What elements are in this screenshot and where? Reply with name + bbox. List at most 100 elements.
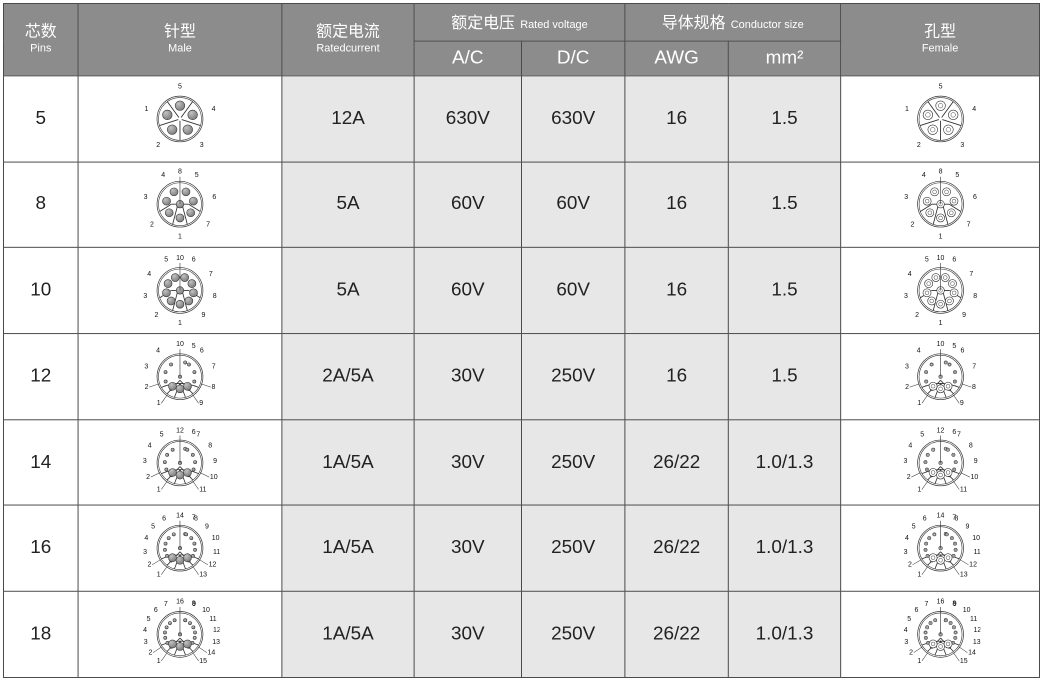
svg-text:4: 4 — [144, 536, 148, 543]
svg-text:3: 3 — [904, 639, 908, 646]
svg-text:5: 5 — [907, 616, 911, 623]
svg-text:14: 14 — [968, 650, 976, 657]
svg-text:2: 2 — [909, 650, 913, 657]
svg-text:7: 7 — [206, 222, 210, 229]
svg-text:1: 1 — [178, 320, 182, 327]
svg-text:1: 1 — [178, 234, 182, 241]
svg-text:14: 14 — [936, 513, 944, 520]
svg-text:5: 5 — [920, 431, 924, 438]
svg-text:4: 4 — [903, 627, 907, 634]
svg-text:1: 1 — [144, 105, 148, 112]
svg-text:5: 5 — [938, 83, 942, 90]
svg-text:6: 6 — [952, 257, 956, 264]
svg-text:3: 3 — [903, 458, 907, 465]
svg-text:8: 8 — [213, 293, 217, 300]
svg-text:7: 7 — [972, 364, 976, 371]
svg-text:10: 10 — [210, 474, 218, 481]
svg-text:3: 3 — [143, 549, 147, 556]
svg-text:11: 11 — [959, 486, 966, 493]
svg-text:2: 2 — [906, 474, 910, 481]
svg-text:9: 9 — [959, 400, 963, 407]
svg-text:4: 4 — [156, 347, 160, 354]
svg-text:4: 4 — [904, 536, 908, 543]
svg-text:6: 6 — [162, 516, 166, 523]
svg-text:2: 2 — [146, 474, 150, 481]
svg-text:4: 4 — [147, 271, 151, 278]
svg-text:3: 3 — [143, 458, 147, 465]
svg-text:4: 4 — [212, 105, 216, 112]
svg-text:3: 3 — [960, 142, 964, 149]
svg-text:13: 13 — [212, 639, 219, 646]
svg-text:9: 9 — [213, 458, 217, 465]
svg-text:9: 9 — [192, 601, 196, 608]
svg-text:8: 8 — [968, 442, 972, 449]
svg-text:8: 8 — [973, 293, 977, 300]
svg-text:5: 5 — [192, 343, 196, 350]
svg-text:1: 1 — [157, 658, 161, 665]
svg-text:15: 15 — [199, 658, 207, 665]
svg-text:3: 3 — [144, 194, 148, 201]
svg-text:5: 5 — [164, 257, 168, 264]
svg-text:12: 12 — [176, 427, 184, 434]
svg-text:4: 4 — [972, 105, 976, 112]
svg-text:8: 8 — [178, 169, 182, 176]
svg-text:13: 13 — [199, 572, 207, 579]
svg-text:6: 6 — [922, 516, 926, 523]
svg-text:5: 5 — [955, 172, 959, 179]
svg-text:1: 1 — [938, 320, 942, 327]
svg-text:14: 14 — [208, 650, 216, 657]
svg-text:5: 5 — [151, 524, 155, 531]
svg-text:7: 7 — [966, 222, 970, 229]
svg-text:3: 3 — [903, 549, 907, 556]
svg-text:9: 9 — [205, 524, 209, 531]
svg-text:4: 4 — [921, 172, 925, 179]
svg-text:1: 1 — [917, 658, 921, 665]
svg-text:8: 8 — [938, 169, 942, 176]
svg-text:2: 2 — [145, 384, 149, 391]
svg-text:5: 5 — [195, 172, 199, 179]
svg-text:10: 10 — [972, 536, 980, 543]
svg-text:1: 1 — [905, 105, 909, 112]
svg-text:1: 1 — [917, 400, 921, 407]
svg-text:12: 12 — [973, 627, 980, 634]
svg-text:6: 6 — [192, 257, 196, 264]
svg-text:10: 10 — [970, 474, 978, 481]
svg-text:9: 9 — [973, 458, 977, 465]
svg-text:3: 3 — [904, 194, 908, 201]
svg-text:2: 2 — [147, 562, 151, 569]
svg-text:3: 3 — [144, 364, 148, 371]
svg-text:10: 10 — [962, 607, 970, 614]
svg-text:2: 2 — [916, 142, 920, 149]
svg-text:14: 14 — [176, 513, 184, 520]
svg-text:16: 16 — [176, 599, 184, 606]
svg-text:7: 7 — [957, 431, 961, 438]
svg-text:9: 9 — [965, 524, 969, 531]
svg-text:7: 7 — [212, 364, 216, 371]
svg-text:12: 12 — [936, 427, 944, 434]
svg-text:15: 15 — [959, 658, 967, 665]
svg-text:8: 8 — [208, 442, 212, 449]
svg-text:5: 5 — [147, 616, 151, 623]
svg-text:2: 2 — [149, 650, 153, 657]
svg-text:6: 6 — [914, 607, 918, 614]
svg-text:11: 11 — [973, 549, 980, 556]
svg-text:6: 6 — [960, 347, 964, 354]
svg-text:3: 3 — [904, 364, 908, 371]
svg-text:9: 9 — [202, 312, 206, 319]
svg-text:16: 16 — [936, 599, 944, 606]
svg-text:1: 1 — [917, 572, 921, 579]
svg-text:10: 10 — [176, 255, 184, 262]
svg-text:5: 5 — [924, 257, 928, 264]
svg-text:1: 1 — [157, 486, 161, 493]
svg-text:1: 1 — [157, 400, 161, 407]
svg-text:6: 6 — [154, 607, 158, 614]
svg-text:2: 2 — [156, 142, 160, 149]
svg-text:2: 2 — [905, 384, 909, 391]
svg-text:13: 13 — [972, 639, 979, 646]
svg-text:5: 5 — [952, 343, 956, 350]
svg-text:8: 8 — [194, 516, 198, 523]
svg-text:3: 3 — [144, 639, 148, 646]
svg-text:8: 8 — [211, 384, 215, 391]
svg-text:1: 1 — [938, 234, 942, 241]
svg-text:7: 7 — [209, 271, 213, 278]
